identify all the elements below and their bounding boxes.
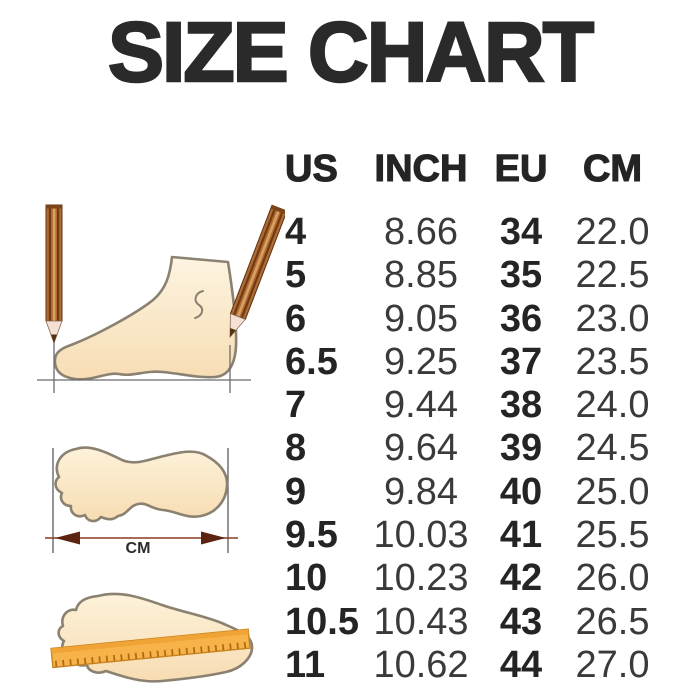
table-row: 5 8.85 35 22.5 [283, 254, 660, 297]
cm-label: CM [126, 540, 151, 557]
ruler-icon [50, 628, 251, 669]
cm-cell: 27.0 [575, 643, 650, 686]
inch-cell: 9.84 [384, 470, 458, 513]
footprint-ruler-illustration [50, 592, 254, 683]
inch-cell: 9.44 [384, 384, 458, 427]
eu-cell: 36 [499, 297, 543, 340]
inch-cell: 10.03 [373, 514, 469, 557]
table-row: 10.5 10.43 43 26.5 [283, 601, 660, 644]
table-row: 10 10.23 42 26.0 [283, 557, 660, 600]
cm-cell: 24.0 [575, 384, 650, 427]
us-cell: 4 [285, 211, 307, 253]
eu-cell: 40 [499, 470, 543, 513]
us-cell: 10 [285, 557, 328, 600]
cm-cell: 26.0 [575, 557, 650, 600]
footprint-icon [54, 446, 229, 523]
us-cell: 7 [285, 384, 307, 427]
foot-side-view [53, 255, 238, 381]
cm-cell: 23.0 [575, 297, 650, 340]
table-row: 7 9.44 38 24.0 [283, 384, 660, 427]
us-cell: 10.5 [285, 600, 359, 643]
eu-cell: 38 [499, 384, 543, 427]
inch-cell: 9.05 [384, 297, 458, 340]
cm-cell: 22.5 [575, 254, 650, 297]
us-cell: 6.5 [285, 340, 338, 383]
inch-cell: 10.23 [373, 557, 469, 600]
us-cell: 11 [285, 643, 326, 686]
eu-cell: 35 [499, 254, 543, 297]
col-header-cm: CM [582, 147, 643, 190]
cm-cell: 26.5 [575, 600, 650, 643]
inch-cell: 9.25 [384, 340, 458, 383]
table-row: 8 9.64 39 24.5 [283, 427, 660, 470]
cm-cell: 25.0 [575, 470, 650, 513]
eu-cell: 43 [499, 600, 543, 643]
col-header-eu: EU [494, 147, 548, 190]
col-header-inch: INCH [374, 147, 468, 190]
us-cell: 8 [285, 427, 307, 470]
eu-cell: 41 [499, 514, 543, 557]
eu-cell: 39 [499, 427, 543, 470]
eu-cell: 37 [499, 340, 543, 383]
inch-cell: 10.62 [373, 643, 469, 686]
eu-cell: 44 [499, 643, 543, 686]
table-row: 9.5 10.03 41 25.5 [283, 514, 660, 557]
table-header-row: US INCH EU CM [283, 146, 660, 192]
table-row: 9 9.84 40 25.0 [283, 471, 660, 514]
page-title: SIZE CHART [107, 4, 596, 101]
foot-length-measure-illustration [37, 204, 285, 393]
cm-cell: 22.0 [575, 211, 650, 253]
us-cell: 6 [285, 297, 307, 340]
col-header-us: US [284, 147, 338, 190]
inch-cell: 10.43 [373, 600, 469, 643]
cm-cell: 23.5 [575, 340, 650, 383]
ankle-mark [194, 290, 204, 319]
cm-cell: 25.5 [575, 514, 650, 557]
us-cell: 9 [285, 470, 307, 513]
inch-cell: 8.85 [384, 254, 458, 297]
cm-cell: 24.5 [575, 427, 650, 470]
eu-cell: 34 [499, 211, 543, 253]
table-row: 6.5 9.25 37 23.5 [283, 341, 660, 384]
us-cell: 9.5 [285, 514, 338, 557]
table-row: 11 10.62 44 27.0 [283, 644, 660, 687]
table-row: 6 9.05 36 23.0 [283, 298, 660, 341]
footprint-cm-measure-illustration: CM [45, 446, 238, 557]
size-table: US INCH EU CM 4 8.66 34 22.0 5 8.85 35 2… [283, 146, 660, 687]
inch-cell: 9.64 [384, 427, 458, 470]
inch-cell: 8.66 [384, 211, 458, 253]
table-row: 4 8.66 34 22.0 [283, 211, 660, 254]
eu-cell: 42 [499, 557, 543, 600]
us-cell: 5 [285, 254, 307, 297]
pencil-icon [45, 204, 63, 345]
pencil-icon [229, 204, 285, 339]
cm-measure-arrow [45, 531, 238, 545]
